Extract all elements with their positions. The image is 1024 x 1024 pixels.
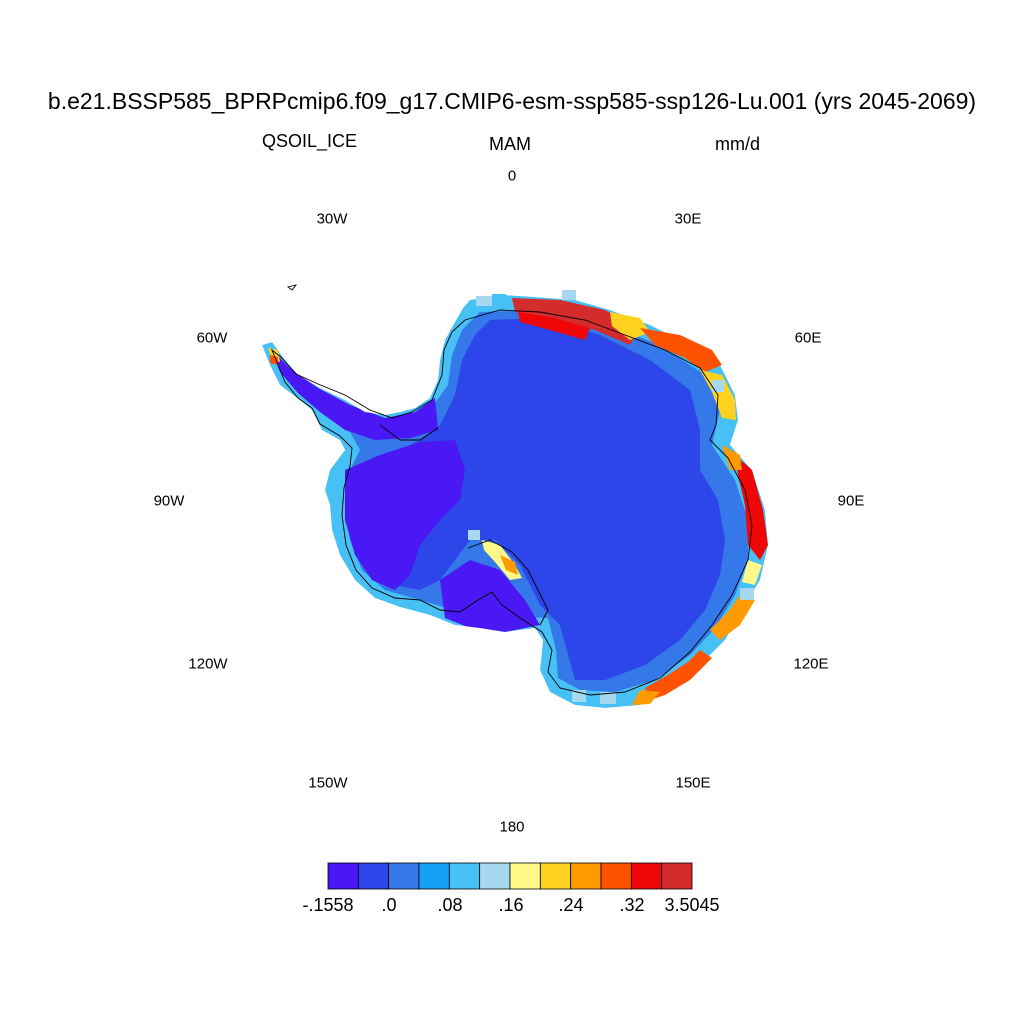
units-label: mm/d xyxy=(715,134,760,154)
lon-label-120w: 120W xyxy=(188,655,228,673)
colorbar-box xyxy=(600,862,632,890)
patch-90e-red xyxy=(735,455,768,560)
lon-label-90e: 90E xyxy=(837,492,865,510)
lon-label-30e: 30E xyxy=(674,210,702,228)
colorbar-label: 3.5045 xyxy=(664,895,720,915)
lon-label-120e: 120E xyxy=(793,655,829,673)
patch-90e-orange xyxy=(722,445,742,470)
coastline-ross-inlet xyxy=(467,539,549,626)
plot-title: b.e21.BSSP585_BPRPcmip6.f09_g17.CMIP6-es… xyxy=(47,88,977,114)
island-speck xyxy=(286,284,298,291)
colorbar-box xyxy=(327,862,359,890)
colorbar-label: .16 xyxy=(498,895,524,915)
variable-name: QSOIL_ICE xyxy=(262,131,358,151)
patch-dml-red xyxy=(518,312,590,340)
patch-dml-gold xyxy=(610,312,650,340)
west-antarctica-low xyxy=(345,440,465,590)
colorbar-box xyxy=(630,862,663,890)
patch-60e-red xyxy=(640,328,722,372)
lon-label-0: 0 xyxy=(507,167,517,185)
coastline-weddell-inlet xyxy=(379,424,439,441)
lon-label-180: 180 xyxy=(499,818,525,836)
pale-coastal-patches xyxy=(468,290,754,704)
lon-label-60e: 60E xyxy=(794,329,822,347)
patch-110e-orange xyxy=(710,595,755,640)
pale-speck xyxy=(600,692,616,704)
patch-90e-yellow xyxy=(742,560,762,585)
colorbar-label: .08 xyxy=(437,895,463,915)
colorbar-box xyxy=(539,862,572,890)
colorbar-label: .0 xyxy=(381,895,397,915)
colorbar-label: -.1558 xyxy=(302,895,354,915)
colorbar-box xyxy=(418,862,450,890)
colorbar-box xyxy=(661,862,693,890)
warm-coastal-patches xyxy=(268,298,768,705)
colorbar-box xyxy=(388,862,420,890)
pale-speck xyxy=(492,294,506,304)
field-layer xyxy=(262,295,768,708)
pale-speck xyxy=(712,380,724,392)
patch-peninsula-red xyxy=(270,355,278,365)
lon-label-150e: 150E xyxy=(675,774,711,792)
colorbar-box xyxy=(357,862,390,890)
season-label: MAM xyxy=(489,134,531,154)
patch-130e-orange xyxy=(632,690,660,705)
pale-speck xyxy=(740,588,754,600)
peninsula-low xyxy=(272,350,438,440)
patch-130e-red xyxy=(645,650,712,700)
pale-speck xyxy=(476,296,492,306)
interior-plateau xyxy=(358,318,725,680)
lon-label-150w: 150W xyxy=(308,774,348,792)
colorbar-box xyxy=(479,862,511,890)
coastline-main xyxy=(270,309,753,696)
colorbar-box xyxy=(448,862,481,890)
pale-speck xyxy=(468,530,480,540)
colorbar-box xyxy=(570,862,602,890)
colorbar-label: .24 xyxy=(558,895,584,915)
coastlines xyxy=(270,284,753,696)
patch-dml-darkred xyxy=(512,298,640,345)
pale-speck xyxy=(562,290,576,300)
lon-label-90w: 90W xyxy=(153,492,185,510)
colorbar-box xyxy=(509,862,541,890)
lon-label-30w: 30W xyxy=(316,210,348,228)
colorbar-label: .32 xyxy=(619,895,645,915)
patch-ross-orange xyxy=(500,555,518,575)
lon-label-60w: 60W xyxy=(196,329,228,347)
